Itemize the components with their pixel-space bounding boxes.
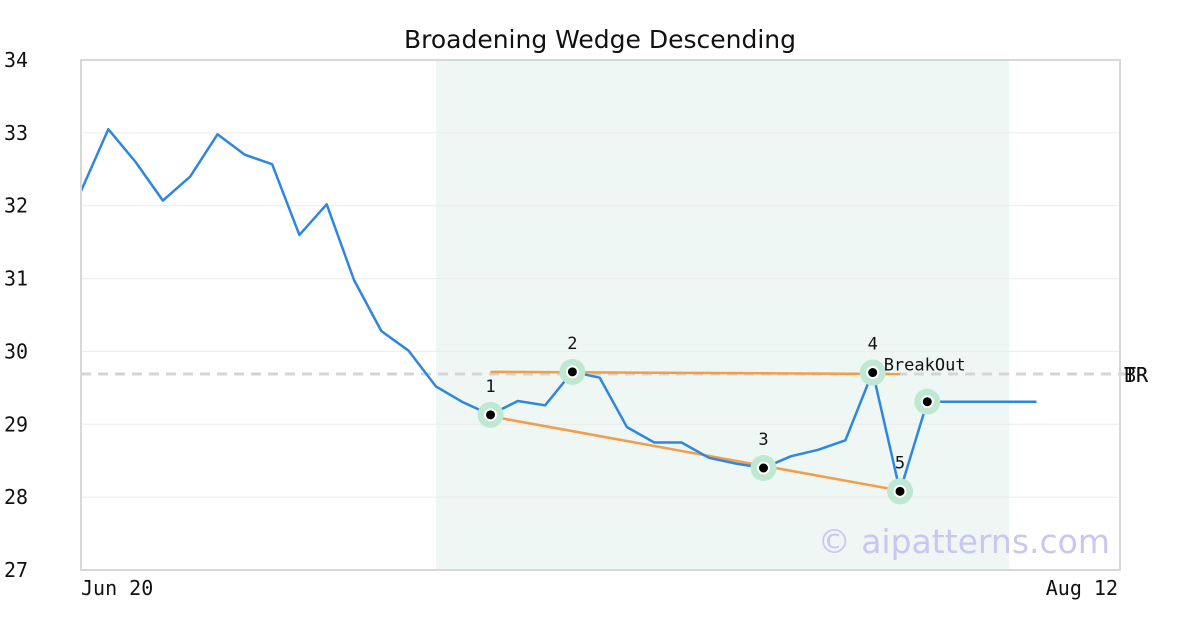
watermark: © aipatterns.com <box>818 522 1110 561</box>
x-tick-label: Jun 20 <box>81 576 153 600</box>
breakout-annotation: BreakOut <box>884 356 966 376</box>
pattern-point-label: 3 <box>758 430 768 450</box>
x-tick-label: Aug 12 <box>1046 576 1118 600</box>
trendline <box>490 415 901 492</box>
reference-line-label: BR <box>1124 363 1149 387</box>
gridlines <box>81 132 1120 498</box>
y-tick-label: 34 <box>4 48 28 72</box>
y-tick-label: 30 <box>4 339 28 363</box>
pattern-point-label: 5 <box>895 453 905 473</box>
y-tick-label: 31 <box>4 267 28 291</box>
pattern-point <box>920 395 934 409</box>
pattern-points-layer <box>477 358 941 505</box>
pattern-point <box>565 365 579 379</box>
pattern-point-label: 4 <box>868 335 878 355</box>
trendline <box>490 370 901 376</box>
pattern-point <box>484 408 497 422</box>
y-tick-label: 33 <box>4 121 28 145</box>
series-layer <box>79 127 1037 493</box>
pattern-point <box>757 461 770 475</box>
pattern-point-label: 1 <box>485 377 495 397</box>
pattern-point <box>893 484 907 498</box>
pattern-point <box>866 366 880 380</box>
y-tick-label: 32 <box>4 194 28 218</box>
pattern-region-layer <box>435 60 1010 570</box>
y-tick-label: 28 <box>4 485 28 509</box>
price-line <box>79 127 1037 493</box>
y-tick-label: 29 <box>4 412 28 436</box>
chart-title: Broadening Wedge Descending <box>404 25 796 54</box>
pattern-region <box>435 60 1010 570</box>
trendlines-layer <box>490 370 901 492</box>
y-tick-label: 27 <box>4 558 28 582</box>
pattern-point-label: 2 <box>567 334 577 354</box>
reference-line-label: TR <box>1124 363 1149 387</box>
plot-frame <box>80 59 1121 571</box>
